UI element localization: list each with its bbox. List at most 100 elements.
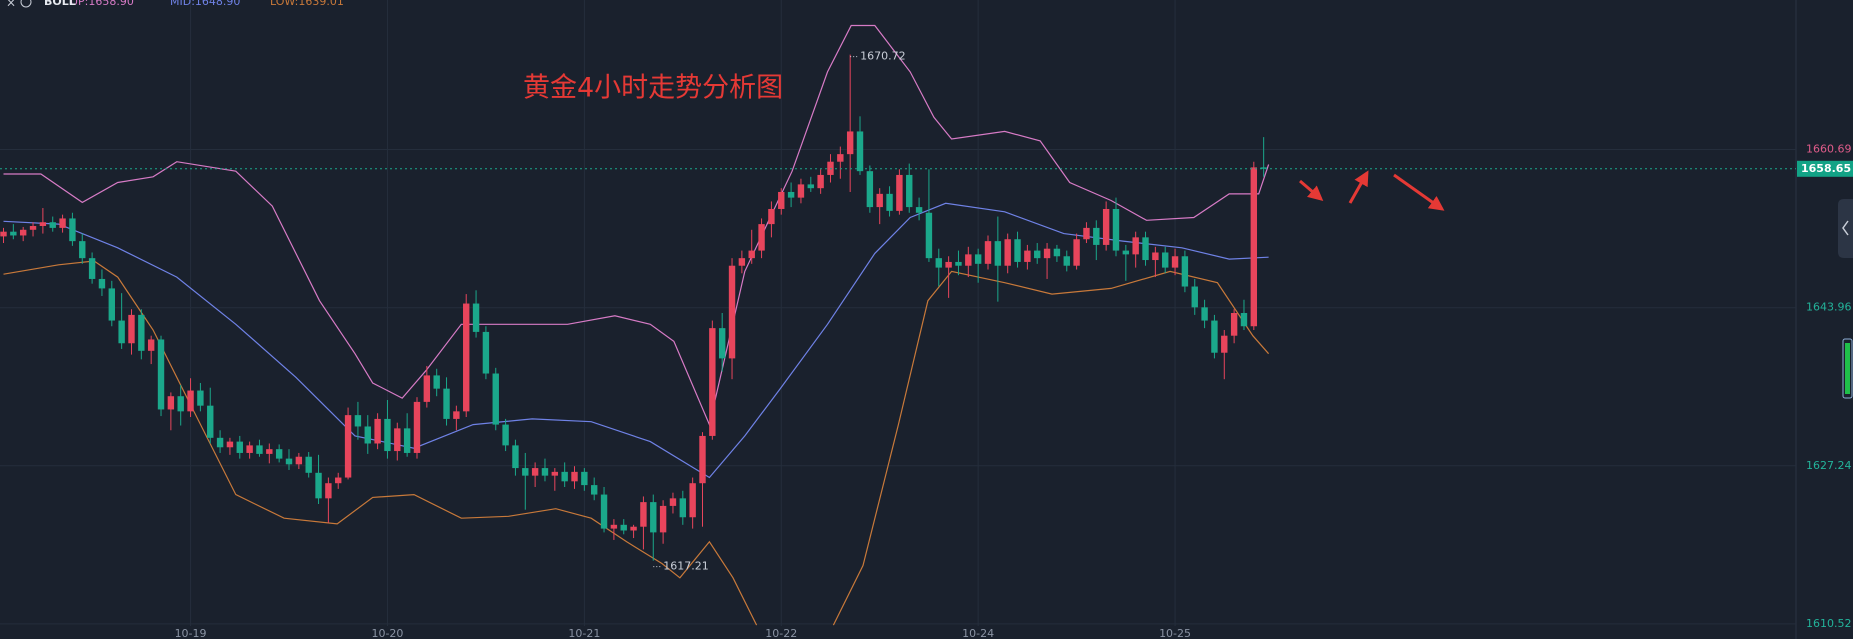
candle-body	[325, 483, 332, 499]
y-tick-label: 1643.96	[1806, 301, 1852, 314]
candle-body	[925, 212, 933, 259]
candle-body	[1181, 256, 1189, 287]
candle-body	[807, 184, 814, 189]
candle-body	[1152, 252, 1159, 261]
candle-body	[1112, 208, 1120, 251]
candle-body	[758, 224, 765, 251]
last-price-tag	[1797, 160, 1853, 177]
candle-body	[551, 471, 559, 476]
candles	[0, 54, 1267, 561]
candle-body	[1063, 256, 1070, 266]
candle-body	[915, 207, 923, 213]
candle-body	[522, 468, 529, 476]
candle-body	[984, 241, 992, 264]
candle-body	[1034, 250, 1041, 259]
candle-body	[1053, 248, 1061, 257]
arrow	[1393, 173, 1445, 211]
x-tick-label: 10-20	[371, 627, 403, 639]
candle-body	[1211, 320, 1218, 353]
candle-body	[787, 191, 795, 198]
scroll-indicator[interactable]	[1842, 338, 1853, 399]
candle-body	[88, 258, 96, 279]
settings-icon[interactable]	[20, 0, 32, 8]
candle-body	[1240, 313, 1248, 327]
legend-entry: MID:1648.90	[170, 0, 240, 8]
candle-body	[650, 502, 657, 533]
candle-body	[19, 229, 27, 236]
candle-body	[502, 424, 509, 446]
candle-body	[177, 396, 184, 412]
candle-body	[157, 339, 165, 410]
candle-body	[374, 418, 381, 444]
candle-body	[1142, 237, 1149, 261]
close-icon[interactable]: ×	[6, 0, 16, 10]
candle-body	[266, 449, 273, 454]
bands	[3, 24, 1270, 626]
candle-body	[1004, 239, 1011, 266]
candle-body	[472, 303, 480, 332]
candle-body	[689, 483, 696, 518]
candle-body	[295, 456, 303, 465]
candle-body	[226, 441, 234, 448]
x-tick-label: 10-24	[962, 627, 994, 639]
candle-body	[147, 339, 155, 351]
candle-body	[98, 278, 106, 289]
candle-body	[394, 428, 401, 452]
candle-body	[817, 174, 824, 189]
candle-body	[453, 411, 460, 419]
candle-body	[118, 320, 125, 344]
candle-body	[197, 390, 204, 406]
candle-body	[443, 388, 450, 419]
candle-body	[955, 261, 962, 266]
x-tick-label: 10-19	[175, 627, 207, 639]
candle-body	[600, 494, 608, 529]
candle-body	[541, 468, 549, 476]
candle-body	[1093, 227, 1100, 245]
candle-body	[906, 174, 913, 208]
candle-body	[1201, 307, 1208, 321]
candle-body	[1171, 256, 1179, 268]
candle-body	[512, 445, 519, 469]
band-line	[3, 202, 1269, 479]
candle-body	[29, 226, 37, 230]
candle-body	[138, 314, 145, 351]
candle-body	[433, 375, 440, 389]
x-tick-label: 10-21	[568, 627, 600, 639]
candle-body	[207, 405, 214, 438]
candle-body	[285, 458, 293, 465]
candle-body	[768, 208, 775, 225]
candle-body	[1043, 248, 1051, 259]
candle-body	[275, 449, 283, 459]
candle-body	[778, 191, 785, 209]
candle-body	[315, 472, 322, 499]
side-tab[interactable]	[1838, 199, 1853, 258]
candle-body	[1102, 208, 1110, 245]
candle-body	[335, 477, 342, 484]
candle-body	[236, 441, 243, 453]
candle-body	[738, 258, 746, 266]
candle-body	[531, 468, 539, 476]
candle-body	[886, 193, 893, 211]
candle-body	[384, 418, 391, 452]
candle-body	[364, 426, 371, 444]
candle-body	[10, 231, 17, 236]
candle-body	[945, 261, 952, 268]
candle-body	[256, 445, 263, 454]
scroll-fill	[1845, 343, 1850, 394]
candle-body	[896, 174, 903, 211]
candle-body	[423, 375, 431, 402]
candle-body	[561, 471, 568, 482]
candle-body	[571, 471, 578, 482]
candle-body	[610, 524, 618, 529]
chevron	[1842, 220, 1849, 236]
candle-body	[1260, 167, 1267, 169]
candle-body	[866, 171, 874, 208]
candle-body	[965, 254, 972, 266]
candle-body	[876, 193, 883, 208]
candle-body	[846, 131, 854, 155]
x-tick-label: 10-25	[1159, 627, 1191, 639]
band-line	[3, 260, 1270, 626]
